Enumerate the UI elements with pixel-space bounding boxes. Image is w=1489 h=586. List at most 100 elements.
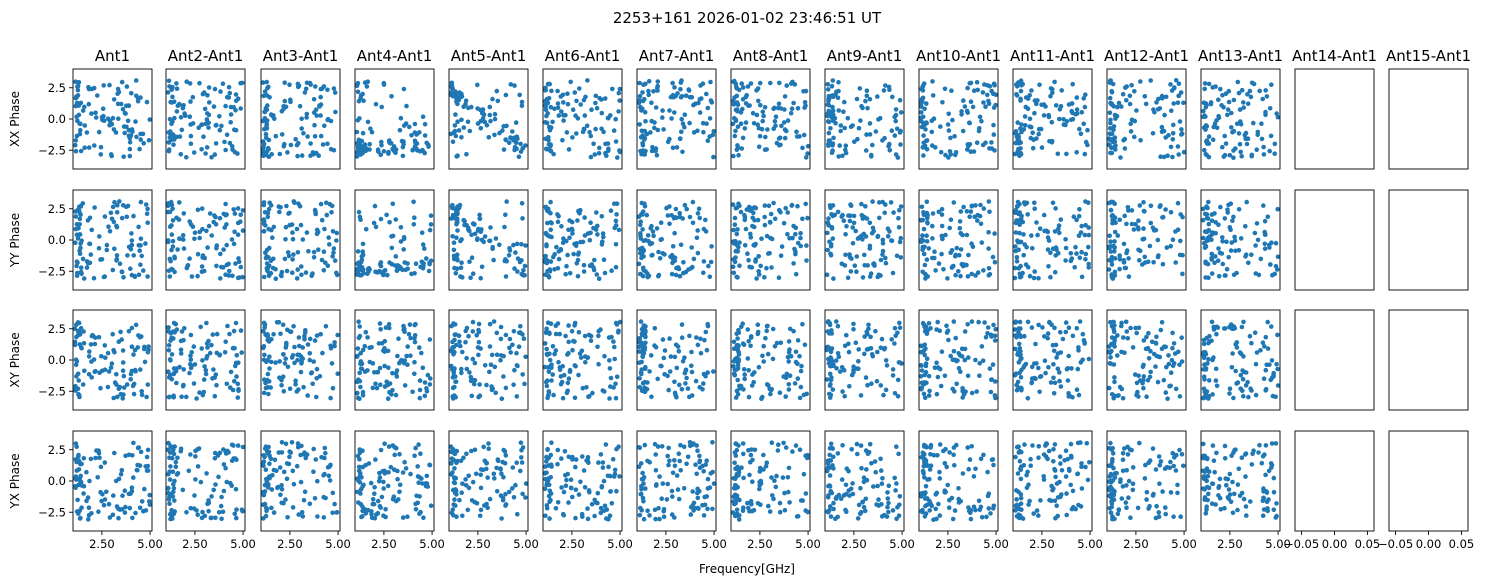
data-point — [1231, 148, 1236, 153]
data-point — [285, 250, 291, 255]
data-point — [497, 242, 502, 248]
data-point — [1112, 249, 1117, 254]
data-point — [649, 394, 654, 400]
data-point — [290, 230, 295, 235]
data-point — [417, 395, 423, 401]
data-point — [653, 344, 659, 350]
data-point — [975, 218, 980, 223]
data-point — [272, 116, 277, 121]
data-point — [1233, 248, 1238, 254]
data-point — [867, 220, 873, 226]
data-point — [643, 366, 648, 372]
data-point — [219, 264, 224, 270]
data-point — [1243, 130, 1249, 136]
data-point — [199, 147, 204, 152]
data-point — [477, 393, 483, 399]
data-point — [280, 374, 286, 380]
data-point — [185, 263, 190, 269]
data-point — [197, 390, 202, 395]
data-point — [946, 128, 952, 133]
data-point — [1119, 104, 1124, 109]
data-point — [426, 144, 431, 149]
data-point — [1107, 110, 1113, 115]
data-point — [305, 134, 310, 139]
data-point — [665, 373, 670, 379]
data-point — [363, 226, 369, 232]
panel-yy-phase-ant3-ant1 — [260, 189, 341, 291]
data-point — [1083, 251, 1089, 257]
data-point — [313, 457, 319, 462]
data-point — [268, 359, 274, 365]
data-point — [849, 372, 855, 378]
data-point — [883, 358, 889, 363]
data-point — [1046, 264, 1051, 269]
data-point — [104, 247, 110, 253]
data-point — [181, 367, 186, 372]
data-point — [575, 257, 581, 263]
data-point — [87, 478, 92, 484]
data-point — [1046, 114, 1052, 120]
data-point — [92, 369, 97, 375]
data-point — [378, 269, 383, 275]
data-point — [690, 264, 695, 270]
data-point — [75, 497, 80, 503]
data-point — [827, 239, 832, 245]
data-point — [606, 146, 611, 152]
data-point — [661, 127, 666, 132]
data-point — [735, 336, 740, 341]
data-point — [240, 228, 246, 233]
data-point — [514, 460, 519, 466]
data-point — [197, 80, 202, 86]
data-point — [641, 82, 646, 87]
data-point — [370, 497, 376, 502]
data-point — [1115, 333, 1120, 338]
data-point — [614, 212, 619, 217]
data-point — [565, 91, 570, 96]
data-point — [1124, 98, 1129, 103]
data-point — [1259, 121, 1264, 126]
data-point — [1083, 139, 1089, 145]
data-point — [240, 444, 246, 450]
data-point — [84, 130, 90, 135]
data-point — [992, 83, 997, 88]
data-point — [768, 387, 774, 393]
data-point — [381, 479, 386, 485]
data-point — [78, 245, 83, 251]
data-point — [400, 515, 406, 520]
data-point — [1227, 152, 1233, 158]
data-point — [115, 394, 120, 400]
data-point — [785, 210, 790, 215]
data-point — [932, 365, 938, 371]
data-point — [230, 273, 235, 279]
data-point — [1275, 254, 1281, 260]
data-point — [301, 384, 306, 390]
data-point — [1115, 393, 1120, 399]
data-point — [1210, 85, 1215, 90]
data-point — [1209, 319, 1215, 325]
panel-xy-phase-ant8-ant1 — [730, 309, 811, 411]
data-point — [393, 445, 399, 451]
data-point — [931, 116, 937, 121]
data-point — [517, 259, 523, 265]
data-point — [1126, 256, 1131, 261]
data-point — [848, 124, 854, 130]
data-point — [992, 231, 997, 236]
data-point — [209, 494, 214, 499]
data-point — [458, 265, 464, 271]
data-point — [769, 265, 774, 270]
data-point — [1078, 131, 1084, 137]
data-point — [190, 224, 196, 229]
data-point — [187, 219, 192, 224]
data-point — [110, 512, 116, 518]
data-point — [1079, 223, 1084, 229]
data-point — [378, 382, 383, 388]
data-point — [1082, 232, 1088, 238]
data-point — [279, 383, 284, 388]
data-point — [1156, 354, 1162, 360]
data-point — [704, 347, 710, 353]
data-point — [670, 80, 675, 86]
data-point — [100, 106, 106, 111]
data-point — [261, 491, 267, 497]
data-point — [146, 138, 152, 143]
data-point — [1205, 361, 1210, 366]
